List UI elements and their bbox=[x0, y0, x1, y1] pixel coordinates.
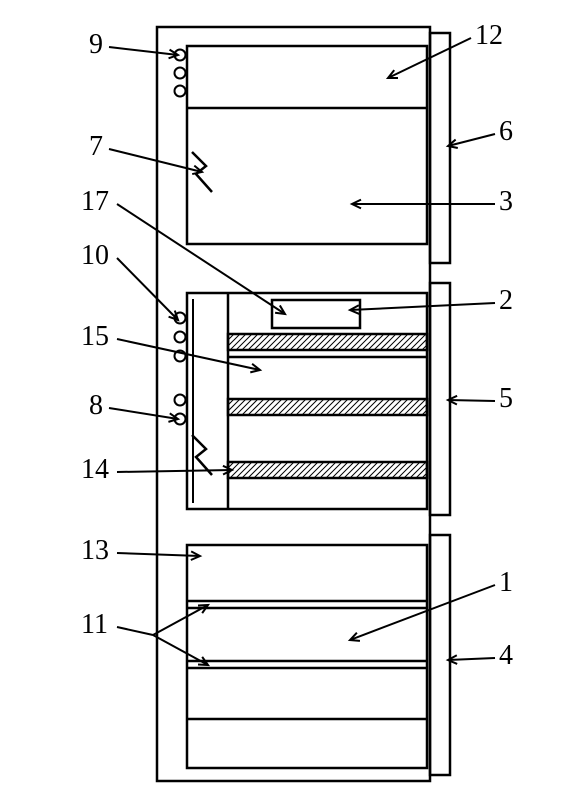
callout-label-4: 4 bbox=[499, 640, 513, 671]
callout-label-7: 7 bbox=[89, 131, 103, 162]
callout-label-3: 3 bbox=[499, 186, 513, 217]
callout-label-12: 12 bbox=[475, 20, 503, 51]
callout-label-9: 9 bbox=[89, 29, 103, 60]
callout-label-2: 2 bbox=[499, 285, 513, 316]
callout-label-14: 14 bbox=[81, 454, 109, 485]
callout-label-1: 1 bbox=[499, 567, 513, 598]
callout-label-15: 15 bbox=[81, 321, 109, 352]
callout-label-17: 17 bbox=[81, 186, 109, 217]
callout-label-11: 11 bbox=[81, 609, 108, 640]
callout-label-10: 10 bbox=[81, 240, 109, 271]
callout-label-13: 13 bbox=[81, 535, 109, 566]
callout-label-6: 6 bbox=[499, 116, 513, 147]
callout-label-8: 8 bbox=[89, 390, 103, 421]
callout-label-5: 5 bbox=[499, 383, 513, 414]
